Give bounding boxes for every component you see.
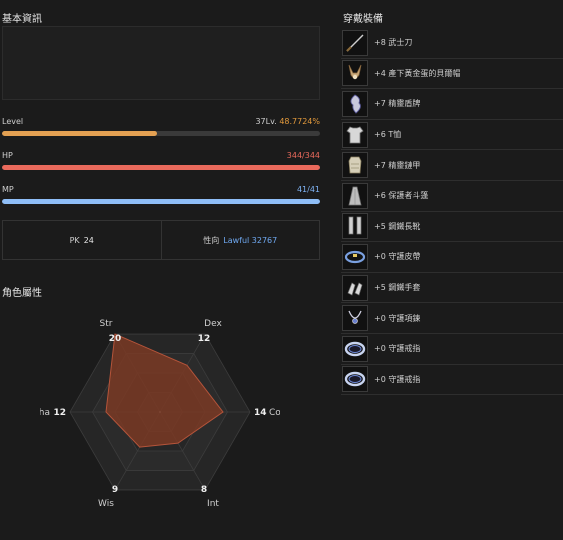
radar-label-int: Int xyxy=(207,499,219,509)
pk-cell: PK 24 xyxy=(3,221,161,259)
equipment-item[interactable]: +0 守護戒指 xyxy=(341,365,563,396)
radar-stat-area xyxy=(105,333,224,448)
ring-icon xyxy=(342,335,368,362)
equipment-item[interactable]: +5 鋼鐵手套 xyxy=(341,273,563,304)
equipment-item-name: +0 守護皮帶 xyxy=(374,252,421,262)
character-portrait xyxy=(2,26,320,100)
equipment-item[interactable]: +0 守護戒指 xyxy=(341,334,563,365)
pk-value: 24 xyxy=(83,235,94,245)
equipment-item[interactable]: +5 鋼鐵長靴 xyxy=(341,212,563,243)
equipment-item[interactable]: +7 精靈鏈甲 xyxy=(341,150,563,181)
equipment-item-name: +6 保護者斗篷 xyxy=(374,191,429,201)
equipment-item-name: +7 精靈鏈甲 xyxy=(374,160,421,170)
necklace-icon xyxy=(342,305,368,332)
equipment-item-name: +6 T恤 xyxy=(374,130,402,140)
level-percent: 48.7724% xyxy=(279,117,320,126)
equipment-item-name: +0 守護戒指 xyxy=(374,344,421,354)
chainmail-icon xyxy=(342,152,368,179)
equipment-item-name: +4 產下黃金蛋的貝爾帽 xyxy=(374,68,461,78)
equipment-item[interactable]: +7 精靈盾牌 xyxy=(341,89,563,120)
level-value: 37Lv. 48.7724% xyxy=(255,117,320,126)
basic-info-title: 基本資訊 xyxy=(2,14,42,25)
equipment-item-name: +5 鋼鐵手套 xyxy=(374,283,421,293)
equipment-title: 穿戴裝備 xyxy=(343,14,383,25)
alignment-cell: 性向 Lawful 32767 xyxy=(160,221,320,259)
pk-alignment-box: PK 24 性向 Lawful 32767 xyxy=(2,220,320,260)
pk-label: PK xyxy=(69,235,80,245)
equipment-item-name: +0 守護項鍊 xyxy=(374,313,421,323)
hp-bar xyxy=(2,165,320,170)
equipment-item[interactable]: +0 守護項鍊 xyxy=(341,303,563,334)
bunny-hat-icon xyxy=(342,60,368,87)
equipment-item[interactable]: +6 T恤 xyxy=(341,120,563,151)
boots-icon xyxy=(342,213,368,240)
radar-value-cha: 12 xyxy=(53,408,66,418)
mp-label: MP xyxy=(2,185,14,194)
radar-value-str: 20 xyxy=(109,334,122,344)
level-number: 37Lv. xyxy=(255,117,277,126)
radar-value-con: 14 xyxy=(254,408,267,418)
level-bar-fill xyxy=(2,131,158,136)
gloves-icon xyxy=(342,274,368,301)
equipment-item[interactable]: +4 產下黃金蛋的貝爾帽 xyxy=(341,59,563,90)
attribute-radar-chart: Str20Dex12Con14Int8Wis9Cha12 xyxy=(40,319,280,509)
level-label: Level xyxy=(2,117,24,126)
elven-shield-icon xyxy=(342,90,368,117)
ring-icon xyxy=(342,366,368,393)
equipment-item-name: +0 守護戒指 xyxy=(374,374,421,384)
radar-label-dex: Dex xyxy=(204,319,222,329)
cloak-icon xyxy=(342,182,368,209)
equipment-item-name: +5 鋼鐵長靴 xyxy=(374,221,421,231)
radar-labels: Str20Dex12Con14Int8Wis9Cha12 xyxy=(40,319,280,509)
t-shirt-icon xyxy=(342,121,368,148)
mp-bar xyxy=(2,199,320,204)
hp-bar-fill xyxy=(2,165,320,170)
mp-bar-fill xyxy=(2,199,320,204)
radar-label-cha: Cha xyxy=(40,408,50,418)
radar-label-con: Con xyxy=(269,408,280,418)
alignment-label: 性向 xyxy=(203,235,220,245)
radar-value-int: 8 xyxy=(201,485,207,495)
radar-label-str: Str xyxy=(100,319,113,329)
hp-value: 344/344 xyxy=(286,151,320,160)
alignment-value: Lawful 32767 xyxy=(223,235,278,245)
equipment-item-name: +8 武士刀 xyxy=(374,38,413,48)
hp-label: HP xyxy=(2,151,13,160)
radar-value-wis: 9 xyxy=(112,485,118,495)
radar-label-wis: Wis xyxy=(98,499,114,509)
katana-icon xyxy=(342,29,368,56)
equipment-list: +8 武士刀 +4 產下黃金蛋的貝爾帽 +7 精靈盾牌 +6 T恤 +7 精靈鏈甲 +6 … xyxy=(341,28,563,396)
mp-value: 41/41 xyxy=(296,185,320,194)
equipment-item[interactable]: +8 武士刀 xyxy=(341,28,563,59)
attributes-title: 角色屬性 xyxy=(2,288,42,299)
equipment-item[interactable]: +0 守護皮帶 xyxy=(341,242,563,273)
radar-value-dex: 12 xyxy=(198,334,211,344)
level-bar xyxy=(2,131,320,136)
equipment-item[interactable]: +6 保護者斗篷 xyxy=(341,181,563,212)
belt-icon xyxy=(342,243,368,270)
equipment-item-name: +7 精靈盾牌 xyxy=(374,99,421,109)
